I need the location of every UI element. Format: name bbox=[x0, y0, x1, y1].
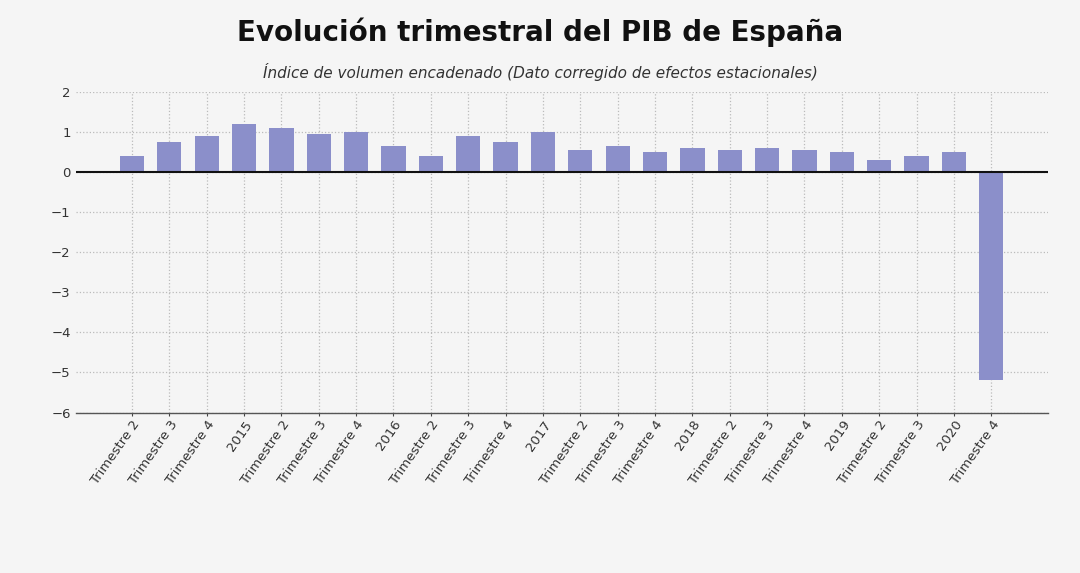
Bar bbox=[232, 124, 256, 172]
Bar bbox=[419, 156, 443, 172]
Bar bbox=[904, 156, 929, 172]
Bar bbox=[269, 128, 294, 172]
Bar bbox=[643, 152, 667, 172]
Bar bbox=[456, 136, 481, 172]
Bar bbox=[381, 146, 406, 172]
Bar bbox=[793, 150, 816, 172]
Bar bbox=[158, 142, 181, 172]
Text: Índice de volumen encadenado (Dato corregido de efectos estacionales): Índice de volumen encadenado (Dato corre… bbox=[262, 63, 818, 81]
Bar bbox=[717, 150, 742, 172]
Bar bbox=[307, 134, 330, 172]
Bar bbox=[680, 148, 704, 172]
Text: Evolución trimestral del PIB de España: Evolución trimestral del PIB de España bbox=[237, 17, 843, 46]
Bar bbox=[494, 142, 517, 172]
Bar bbox=[568, 150, 593, 172]
Bar bbox=[530, 132, 555, 172]
Bar bbox=[606, 146, 630, 172]
Bar bbox=[194, 136, 219, 172]
Bar bbox=[343, 132, 368, 172]
Bar bbox=[829, 152, 854, 172]
Bar bbox=[120, 156, 144, 172]
Bar bbox=[755, 148, 780, 172]
Bar bbox=[942, 152, 966, 172]
Bar bbox=[867, 160, 891, 172]
Bar bbox=[980, 172, 1003, 380]
